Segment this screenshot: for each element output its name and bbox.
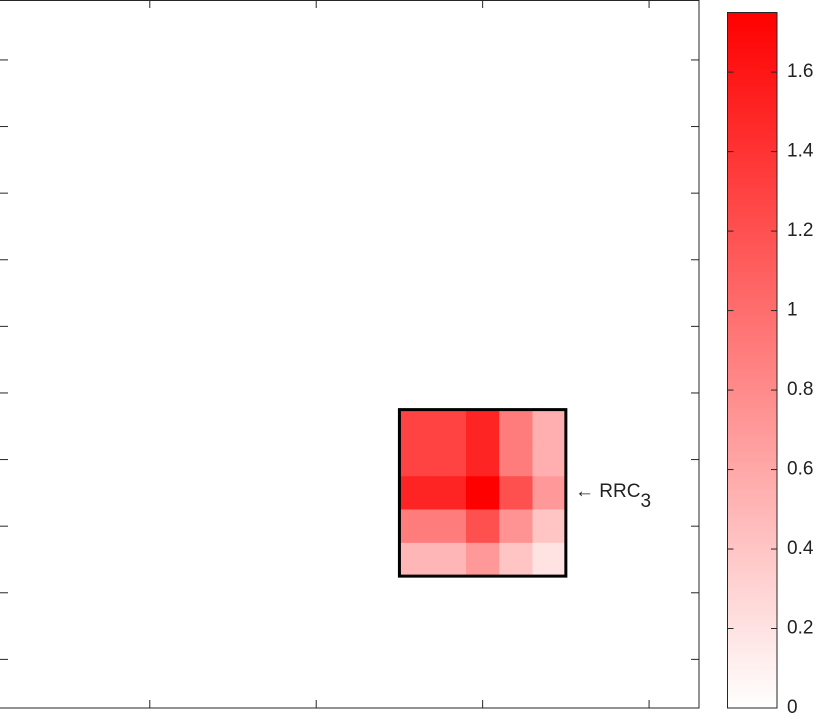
colorbar-tick-label: 1.6 — [787, 61, 813, 82]
heat-cell — [532, 409, 567, 444]
heat-cell — [532, 542, 567, 577]
heat-cell — [466, 476, 500, 510]
heat-cell — [532, 509, 567, 544]
colorbar-tick-label: 1 — [787, 300, 798, 321]
block-outline — [397, 408, 568, 578]
colorbar-tick-label: 0.2 — [787, 618, 813, 639]
colorbar-tick-label: 0.6 — [787, 459, 813, 480]
heat-cell — [499, 442, 533, 477]
colorbar-tick-label: 0.4 — [787, 538, 814, 559]
heat-cell — [432, 409, 467, 444]
colorbar — [727, 12, 778, 709]
heat-cell — [399, 542, 434, 577]
heat-cell — [432, 542, 467, 577]
heat-cell — [499, 542, 533, 577]
heat-cell — [432, 509, 467, 544]
heat-cell — [499, 509, 533, 544]
annotation: ← RRC3 — [575, 481, 651, 512]
heat-cell — [432, 476, 467, 510]
heat-cell — [399, 409, 434, 444]
heat-cell — [466, 409, 500, 444]
heat-cell — [466, 442, 500, 477]
heat-cell — [466, 509, 500, 544]
plot-frame — [0, 0, 700, 709]
colorbar-tick-label: 1.2 — [787, 220, 813, 241]
heat-cell — [399, 442, 434, 477]
heat-cell — [499, 476, 533, 510]
heat-cell — [399, 476, 434, 510]
heat-cell — [432, 442, 467, 477]
heat-cell — [532, 476, 567, 510]
colorbar-tick-label: 0 — [787, 697, 798, 718]
heat-cell — [532, 442, 567, 477]
colorbar-tick-label: 1.4 — [787, 141, 814, 162]
heat-cell — [499, 409, 533, 444]
colorbar-tick-label: 0.8 — [787, 379, 813, 400]
heat-cell — [399, 509, 434, 544]
heat-cell — [466, 542, 500, 577]
annotation-text: ← RRC — [575, 481, 640, 502]
annotation-subscript: 3 — [640, 491, 651, 512]
